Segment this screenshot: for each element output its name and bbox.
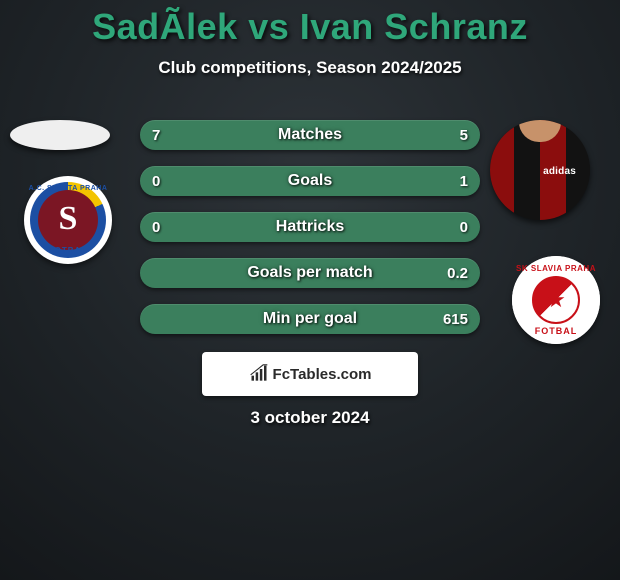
stat-bar: 7 Matches 5	[140, 120, 480, 150]
stat-right-value: 0	[460, 219, 468, 236]
page-subtitle: Club competitions, Season 2024/2025	[0, 58, 620, 78]
stat-bar: Min per goal 615	[140, 304, 480, 334]
stat-right-value: 1	[460, 173, 468, 190]
stat-label: Matches	[278, 126, 342, 144]
stat-label: Min per goal	[263, 310, 357, 328]
badge-left-top-text: A.C. SPARTA PRAHA	[24, 185, 112, 192]
page-title: SadÃ­lek vs Ivan Schranz	[0, 0, 620, 48]
stat-left-value: 7	[152, 127, 160, 144]
badge-left-bottom-text: FOTBAL	[24, 246, 112, 255]
player-left-avatar	[10, 120, 110, 150]
stat-label: Goals per match	[247, 264, 372, 282]
badge-right-bottom-text: FOTBAL	[512, 326, 600, 336]
stat-bar: Goals per match 0.2	[140, 258, 480, 288]
stat-right-value: 5	[460, 127, 468, 144]
club-badge-right: SK SLAVIA PRAHA ★ FOTBAL	[512, 256, 600, 344]
bar-chart-icon	[249, 364, 269, 384]
stat-label: Goals	[288, 172, 332, 190]
club-badge-left: A.C. SPARTA PRAHA S FOTBAL	[24, 176, 112, 264]
stat-bar: 0 Hattricks 0	[140, 212, 480, 242]
footer-date: 3 october 2024	[250, 408, 369, 428]
footer-brand-text: FcTables.com	[273, 366, 372, 383]
stat-left-value: 0	[152, 173, 160, 190]
jersey-brand: adidas	[543, 166, 576, 177]
stat-label: Hattricks	[276, 218, 344, 236]
star-icon: ★	[546, 287, 566, 313]
badge-left-letter: S	[59, 200, 78, 238]
stat-left-value: 0	[152, 219, 160, 236]
stat-right-value: 0.2	[447, 265, 468, 282]
badge-left-text: A.C. SPARTA PRAHA S FOTBAL	[24, 176, 112, 264]
stat-right-value: 615	[443, 311, 468, 328]
badge-right-top-text: SK SLAVIA PRAHA	[512, 264, 600, 273]
stat-bar: 0 Goals 1	[140, 166, 480, 196]
player-right-avatar: adidas	[490, 120, 590, 220]
content: SadÃ­lek vs Ivan Schranz Club competitio…	[0, 0, 620, 580]
footer-brand-box[interactable]: FcTables.com	[202, 352, 418, 396]
stat-bars: 7 Matches 5 0 Goals 1 0 Hattricks 0 Goals per mat…	[140, 120, 480, 350]
